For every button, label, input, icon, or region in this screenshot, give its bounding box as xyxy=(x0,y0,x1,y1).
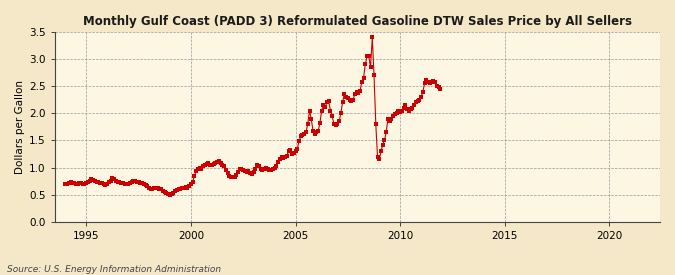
Y-axis label: Dollars per Gallon: Dollars per Gallon xyxy=(15,80,25,174)
Title: Monthly Gulf Coast (PADD 3) Reformulated Gasoline DTW Sales Price by All Sellers: Monthly Gulf Coast (PADD 3) Reformulated… xyxy=(83,15,632,28)
Text: Source: U.S. Energy Information Administration: Source: U.S. Energy Information Administ… xyxy=(7,265,221,274)
